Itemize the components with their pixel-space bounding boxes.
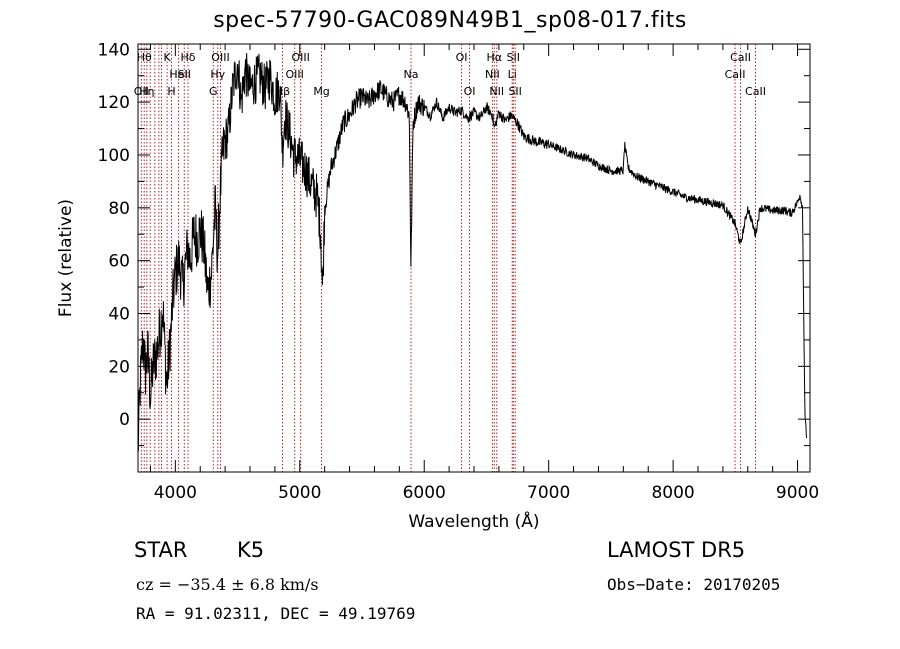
- x-tick-label: 4000: [154, 483, 197, 503]
- line-label: SII: [178, 68, 191, 81]
- spectrum-line: [138, 53, 808, 452]
- spectral-subclass: K5: [237, 538, 265, 562]
- line-label: Hδ: [181, 51, 196, 64]
- line-label: Na: [404, 68, 419, 81]
- line-label: SII: [507, 51, 520, 64]
- ra-dec-coordinates: RA = 91.02311, DEC = 49.19769: [136, 604, 416, 623]
- line-label: Li: [508, 68, 517, 81]
- line-label: Hγ: [210, 68, 225, 81]
- line-label: OIII: [211, 51, 229, 64]
- y-tick-label: 120: [98, 93, 130, 113]
- line-label: Mg: [313, 85, 329, 98]
- line-label: OI: [456, 51, 468, 64]
- observation-date: Obs−Date: 20170205: [607, 575, 781, 594]
- line-label: OII: [134, 85, 149, 98]
- y-axis-label: Flux (relative): [56, 198, 76, 318]
- line-label: Hβ: [275, 85, 290, 98]
- line-label: HeI: [169, 68, 187, 81]
- object-class: STAR: [134, 538, 188, 562]
- y-tick-label: 100: [98, 146, 130, 166]
- x-tick-label: 8000: [651, 483, 694, 503]
- y-tick-label: 140: [98, 40, 130, 60]
- line-label: Hα: [487, 51, 503, 64]
- y-tick-label: 60: [108, 252, 130, 272]
- y-tick-label: 40: [108, 304, 130, 324]
- line-label: SII: [508, 85, 521, 98]
- line-label: OIII: [285, 68, 303, 81]
- line-label: G: [209, 85, 218, 98]
- x-tick-label: 9000: [776, 483, 819, 503]
- line-label: OI: [464, 85, 476, 98]
- y-tick-label: 0: [119, 410, 130, 430]
- redshift-cz: cz = −35.4 ± 6.8 km/s: [136, 575, 319, 594]
- y-tick-label: 80: [108, 199, 130, 219]
- line-label: OIII: [291, 51, 309, 64]
- chart-title: spec-57790-GAC089N49B1_sp08-017.fits: [213, 8, 687, 33]
- line-label: CaII: [725, 68, 746, 81]
- line-label: Hη: [139, 85, 154, 98]
- line-label: NII: [489, 85, 504, 98]
- x-tick-label: 6000: [403, 483, 446, 503]
- line-label: H: [167, 85, 175, 98]
- x-tick-label: 7000: [527, 483, 570, 503]
- line-label: CaII: [745, 85, 766, 98]
- line-label: Hθ: [137, 51, 152, 64]
- x-tick-label: 5000: [278, 483, 321, 503]
- y-tick-label: 20: [108, 357, 130, 377]
- x-axis-label: Wavelength (Å): [408, 512, 540, 532]
- line-label: K: [164, 51, 172, 64]
- survey-name: LAMOST DR5: [607, 538, 746, 562]
- line-label: CaII: [730, 51, 751, 64]
- line-label: NII: [485, 68, 500, 81]
